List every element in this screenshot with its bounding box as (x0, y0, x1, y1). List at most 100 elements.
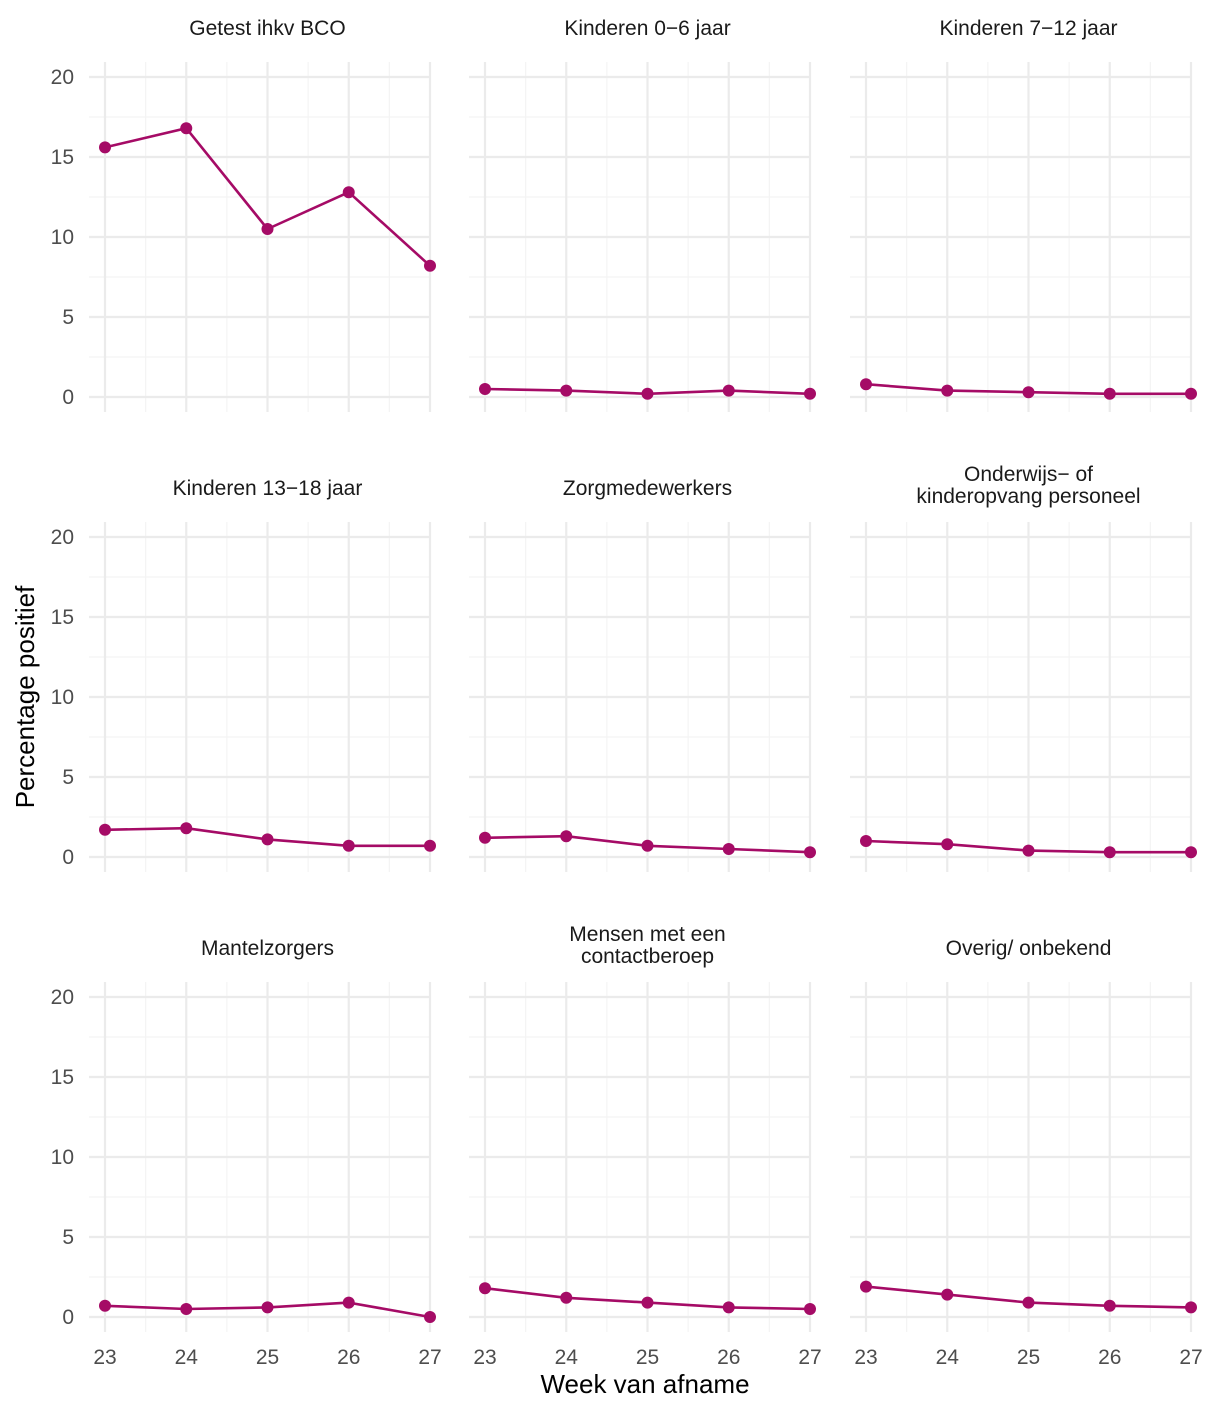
data-point (641, 387, 654, 400)
x-tick-label: 25 (256, 1346, 279, 1369)
data-point (1103, 846, 1116, 859)
x-tick-label: 24 (175, 1346, 199, 1369)
data-point (342, 1296, 355, 1309)
data-point (1022, 844, 1035, 857)
y-tick-label: 20 (51, 526, 74, 549)
panel-9: Overig/ onbekend 23 24 25 26 27 (850, 937, 1203, 1369)
panel-title: Mensen met een contactberoep (569, 923, 725, 968)
data-point (1103, 387, 1116, 400)
y-tick-label: 20 (51, 986, 74, 1009)
data-point (641, 1296, 654, 1309)
data-point (424, 259, 436, 272)
y-tick-label: 0 (62, 386, 74, 409)
data-point (804, 846, 816, 859)
panel-title: Onderwijs− of kinderopvang personeel (916, 463, 1140, 508)
panel-5: Zorgmedewerkers (469, 477, 816, 872)
data-point (424, 1311, 436, 1323)
panels: Getest ihkv BCO 0 5 10 15 20 Kinderen 0−6 jaar… (51, 17, 1203, 1369)
panel-title-line: Mantelzorgers (201, 937, 334, 960)
data-point (180, 122, 193, 135)
y-tick-label: 5 (62, 766, 74, 789)
data-point (261, 1301, 274, 1314)
y-tick-label: 5 (62, 1226, 74, 1249)
x-tick-label: 27 (1179, 1346, 1202, 1369)
data-point (479, 383, 491, 395)
data-point (1185, 846, 1197, 859)
panel-4: Kinderen 13−18 jaar 0 5 10 15 20 (51, 477, 436, 872)
x-tick-label: 25 (636, 1346, 659, 1369)
data-point (804, 387, 816, 400)
data-point (180, 1303, 193, 1315)
panel-title-line: contactberoep (581, 945, 714, 968)
x-tick-label: 23 (854, 1346, 877, 1369)
data-point (99, 823, 111, 836)
data-point (1185, 1301, 1197, 1314)
data-point (722, 843, 735, 855)
y-tick-label: 20 (51, 66, 74, 89)
data-point (424, 839, 436, 852)
data-point (560, 1291, 573, 1304)
panel-title: Kinderen 13−18 jaar (173, 477, 363, 500)
data-point (180, 822, 193, 835)
data-point (342, 839, 355, 852)
data-point (722, 1301, 735, 1314)
panel-title-line: Getest ihkv BCO (189, 17, 345, 40)
x-tick-label: 26 (717, 1346, 740, 1369)
y-tick-label: 10 (51, 686, 74, 709)
panel-title-line: Kinderen 0−6 jaar (564, 17, 730, 40)
panel-2: Kinderen 0−6 jaar (469, 17, 816, 412)
data-point (1103, 1299, 1116, 1312)
y-tick-label: 15 (51, 606, 74, 629)
x-tick-label: 27 (418, 1346, 441, 1369)
x-axis-title: Week van afname (540, 1369, 749, 1399)
y-tick-label: 10 (51, 226, 74, 249)
y-tick-label: 5 (62, 306, 74, 329)
y-tick-label: 0 (62, 1306, 74, 1329)
data-point (1022, 1296, 1035, 1309)
panel-title: Mantelzorgers (201, 937, 334, 960)
data-point (722, 384, 735, 397)
panel-title-line: Overig/ onbekend (946, 937, 1112, 960)
data-point (99, 141, 111, 154)
x-tick-label: 26 (337, 1346, 360, 1369)
data-point (1185, 387, 1197, 400)
panel-title: Overig/ onbekend (946, 937, 1112, 960)
panel-8: Mensen met een contactberoep 23 24 25 26 27 (469, 923, 822, 1369)
panel-title: Kinderen 7−12 jaar (939, 17, 1117, 40)
data-point (261, 223, 274, 235)
panel-3: Kinderen 7−12 jaar (850, 17, 1197, 412)
data-point (860, 1280, 872, 1293)
data-point (479, 831, 491, 844)
y-axis-title: Percentage positief (10, 585, 40, 808)
panel-title-line: kinderopvang personeel (916, 485, 1140, 508)
data-point (941, 1288, 954, 1301)
panel-6: Onderwijs− of kinderopvang personeel (850, 463, 1197, 872)
data-point (860, 835, 872, 847)
x-tick-label: 26 (1098, 1346, 1121, 1369)
data-point (941, 384, 954, 397)
x-tick-label: 23 (473, 1346, 496, 1369)
panel-title-line: Kinderen 7−12 jaar (939, 17, 1117, 40)
data-point (261, 833, 274, 846)
data-point (342, 186, 355, 199)
x-tick-label: 24 (555, 1346, 579, 1369)
panel-title: Zorgmedewerkers (563, 477, 732, 500)
data-point (560, 384, 573, 397)
data-point (641, 839, 654, 852)
panel-7: Mantelzorgers 0 5 10 15 20 23 24 25 26 27 (51, 937, 442, 1369)
data-point (804, 1303, 816, 1315)
x-tick-label: 23 (93, 1346, 116, 1369)
y-tick-label: 15 (51, 1066, 74, 1089)
data-point (560, 830, 573, 843)
panel-title-line: Zorgmedewerkers (563, 477, 732, 500)
y-tick-label: 0 (62, 846, 74, 869)
y-tick-label: 15 (51, 146, 74, 169)
panel-title-line: Kinderen 13−18 jaar (173, 477, 363, 500)
x-tick-label: 27 (798, 1346, 821, 1369)
y-tick-label: 10 (51, 1146, 74, 1169)
x-tick-label: 24 (936, 1346, 960, 1369)
data-point (479, 1282, 491, 1295)
panel-title: Kinderen 0−6 jaar (564, 17, 730, 40)
data-point (99, 1299, 111, 1312)
